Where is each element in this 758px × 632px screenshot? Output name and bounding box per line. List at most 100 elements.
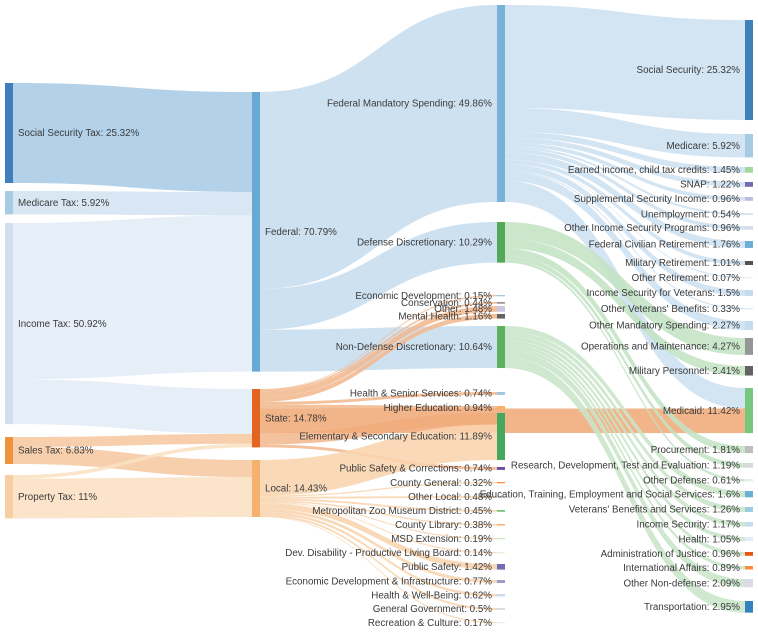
- sankey-node-income-security[interactable]: [745, 522, 753, 527]
- sankey-node-other-mandatory[interactable]: [745, 321, 753, 330]
- sankey-node-social-security[interactable]: [745, 20, 753, 121]
- sankey-link-local-health-wellbeing: [260, 511, 497, 597]
- sankey-node-econ-dev[interactable]: [497, 295, 505, 297]
- sankey-link-local-elem-sec-ed: [260, 424, 497, 496]
- sankey-link-local-county-library: [260, 500, 497, 526]
- sankey-node-label-other-income-sec: Other Income Security Programs: 0.96%: [564, 223, 740, 234]
- sankey-node-label-admin-justice: Administration of Justice: 0.96%: [601, 549, 741, 560]
- sankey-node-county-library[interactable]: [497, 524, 505, 526]
- sankey-node-label-ss-tax: Social Security Tax: 25.32%: [18, 128, 140, 139]
- sankey-node-admin-justice[interactable]: [745, 552, 753, 556]
- sankey-node-dev-disability[interactable]: [497, 552, 505, 554]
- sankey-link-state-health-senior: [260, 392, 497, 405]
- sankey-node-label-earned-income: Earned income, child tax credits: 1.45%: [568, 165, 740, 176]
- sankey-node-unemployment[interactable]: [745, 213, 753, 216]
- sankey-link-fed-mandatory-ssi: [505, 142, 745, 201]
- sankey-link-defense-disc-military-personnel: [505, 238, 745, 376]
- sankey-node-property-tax[interactable]: [5, 475, 13, 519]
- sankey-link-defense-disc-ops-maintenance: [505, 222, 745, 355]
- sankey-node-earned-income[interactable]: [745, 167, 753, 173]
- sankey-node-state[interactable]: [252, 389, 260, 448]
- sankey-node-income-tax[interactable]: [5, 223, 13, 425]
- sankey-node-other-state[interactable]: [497, 306, 505, 312]
- sankey-node-label-sales-tax: Sales Tax: 6.83%: [18, 446, 94, 457]
- sankey-node-ssi[interactable]: [745, 197, 753, 201]
- sankey-link-fed-mandatory-other-vet-ben: [505, 170, 745, 310]
- sankey-link-fed-mandatory-other-mandatory: [505, 171, 745, 330]
- sankey-node-non-def-disc[interactable]: [497, 326, 505, 369]
- sankey-node-vet-ben-services[interactable]: [745, 507, 753, 512]
- sankey-node-rdte[interactable]: [745, 463, 753, 468]
- sankey-node-label-recreation-culture: Recreation & Culture: 0.17%: [368, 618, 492, 629]
- sankey-node-defense-disc[interactable]: [497, 222, 505, 263]
- sankey-node-other-local[interactable]: [497, 496, 505, 498]
- sankey-node-label-ops-maintenance: Operations and Maintenance: 4.27%: [581, 342, 740, 353]
- sankey-link-non-def-disc-edu-training: [505, 326, 745, 498]
- sankey-link-income-tax-federal: [13, 215, 252, 380]
- sankey-node-label-military-ret: Military Retirement: 1.01%: [625, 258, 740, 269]
- sankey-link-fed-mandatory-other-income-sec: [505, 148, 745, 230]
- sankey-node-label-rdte: Research, Development, Test and Evaluati…: [511, 461, 740, 472]
- sankey-node-military-personnel[interactable]: [745, 366, 753, 376]
- sankey-node-local[interactable]: [252, 460, 260, 517]
- sankey-node-other-vet-ben[interactable]: [745, 308, 753, 310]
- sankey-link-defense-disc-procurement: [505, 248, 745, 454]
- sankey-node-medicare[interactable]: [745, 134, 753, 158]
- sankey-node-military-ret[interactable]: [745, 261, 753, 265]
- sankey-node-higher-ed[interactable]: [497, 406, 505, 410]
- sankey-node-label-income-tax: Income Tax: 50.92%: [18, 319, 107, 330]
- sankey-node-msd-extension[interactable]: [497, 538, 505, 540]
- sankey-node-edu-training[interactable]: [745, 491, 753, 498]
- sankey-node-label-health: Health: 1.05%: [678, 534, 740, 545]
- sankey-node-county-general[interactable]: [497, 482, 505, 484]
- sankey-node-other-income-sec[interactable]: [745, 226, 753, 230]
- sankey-node-econ-dev-infra[interactable]: [497, 580, 505, 584]
- sankey-node-label-pub-safety-corr: Public Safety & Corrections: 0.74%: [340, 464, 493, 475]
- sankey-link-fed-mandatory-other-ret: [505, 163, 745, 279]
- sankey-node-label-other-state: Other: 1.48%: [434, 304, 492, 315]
- sankey-node-label-property-tax: Property Tax: 11%: [18, 492, 97, 503]
- sankey-link-non-def-disc-other-non-defense: [505, 350, 745, 588]
- sankey-link-fed-mandatory-medicare: [505, 107, 745, 158]
- sankey-node-label-medicaid: Medicaid: 11.42%: [663, 406, 740, 417]
- sankey-link-local-metro-zoo: [260, 498, 497, 512]
- sankey-node-mental-health[interactable]: [497, 314, 505, 319]
- sankey-node-label-public-safety: Public Safety: 1.42%: [402, 562, 493, 573]
- sankey-node-public-safety[interactable]: [497, 564, 505, 570]
- sankey-node-label-metro-zoo: Metropolitan Zoo Museum District: 0.45%: [312, 506, 492, 517]
- sankey-node-pub-safety-corr[interactable]: [497, 467, 505, 470]
- sankey-node-health-wellbeing[interactable]: [497, 594, 505, 597]
- sankey-node-snap[interactable]: [745, 182, 753, 187]
- sankey-node-other-defense[interactable]: [745, 479, 753, 482]
- sankey-node-medicare-tax[interactable]: [5, 191, 13, 215]
- sankey-node-federal[interactable]: [252, 92, 260, 372]
- sankey-node-health[interactable]: [745, 537, 753, 542]
- sankey-node-procurement[interactable]: [745, 446, 753, 454]
- sankey-node-general-govt[interactable]: [497, 608, 505, 610]
- sankey-node-label-county-library: County Library: 0.38%: [395, 520, 492, 531]
- sankey-node-sales-tax[interactable]: [5, 437, 13, 464]
- sankey-node-medicaid[interactable]: [745, 388, 753, 434]
- sankey-node-health-senior[interactable]: [497, 392, 505, 395]
- sankey-node-other-non-defense[interactable]: [745, 579, 753, 588]
- sankey-link-state-conservation: [260, 302, 497, 392]
- sankey-node-fed-mandatory[interactable]: [497, 5, 505, 202]
- sankey-node-recreation-culture[interactable]: [497, 622, 505, 624]
- sankey-link-fed-mandatory-snap: [505, 137, 745, 187]
- sankey-link-state-mental-health: [260, 314, 497, 402]
- sankey-node-transportation[interactable]: [745, 601, 753, 613]
- sankey-link-federal-defense-disc: [260, 222, 497, 330]
- sankey-node-label-other-defense: Other Defense: 0.61%: [643, 475, 740, 486]
- sankey-node-conservation[interactable]: [497, 302, 505, 304]
- sankey-node-fed-civ-ret[interactable]: [745, 241, 753, 248]
- sankey-node-income-sec-vet[interactable]: [745, 290, 753, 296]
- sankey-node-ss-tax[interactable]: [5, 83, 13, 184]
- sankey-node-other-ret[interactable]: [745, 277, 753, 279]
- sankey-link-local-public-safety: [260, 503, 497, 570]
- sankey-node-label-medicare-tax: Medicare Tax: 5.92%: [18, 198, 110, 209]
- sankey-node-ops-maintenance[interactable]: [745, 338, 753, 355]
- sankey-node-intl-affairs[interactable]: [745, 566, 753, 570]
- sankey-node-elem-sec-ed[interactable]: [497, 413, 505, 460]
- sankey-node-metro-zoo[interactable]: [497, 510, 505, 512]
